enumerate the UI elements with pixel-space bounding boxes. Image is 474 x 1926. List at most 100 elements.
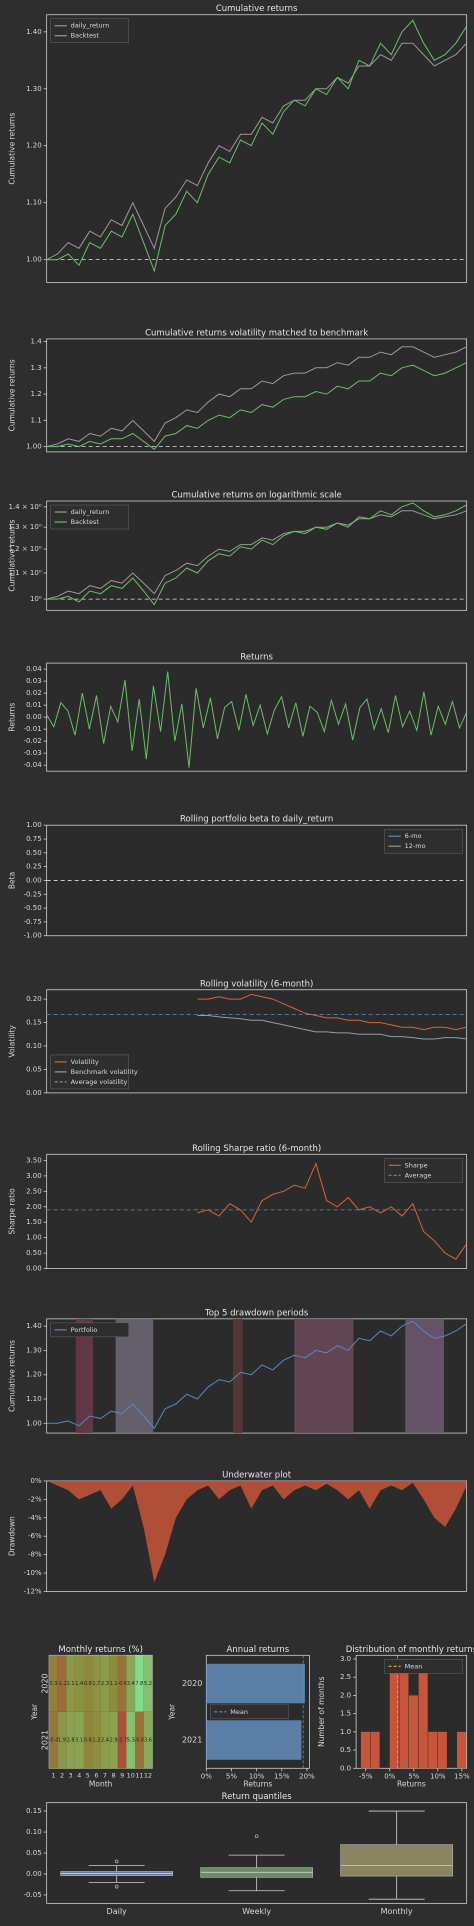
y-tick-label: 1.00 bbox=[26, 1234, 42, 1242]
y-axis-label: Sharpe ratio bbox=[8, 1188, 17, 1235]
heatmap-cell bbox=[109, 1655, 118, 1712]
y-tick-label: 3.0 bbox=[340, 1655, 351, 1663]
chart-title: Monthly returns (%) bbox=[58, 1645, 143, 1655]
x-tick-label: 0% bbox=[201, 1772, 212, 1780]
y-tick-label: 1.20 bbox=[26, 1371, 42, 1379]
x-tick-label: 11 bbox=[135, 1771, 143, 1779]
y-axis-label: Drawdown bbox=[8, 1516, 17, 1556]
heatmap-cell bbox=[126, 1655, 136, 1712]
y-tick-label: -10% bbox=[24, 1569, 42, 1577]
series-line bbox=[46, 42, 467, 261]
y-tick-label: 0.00 bbox=[26, 876, 42, 884]
y-tick-label: 2.00 bbox=[26, 1203, 42, 1211]
x-tick-label: 2 bbox=[60, 1771, 64, 1779]
y-tick-label: -0.50 bbox=[24, 904, 42, 912]
chart-title: Underwater plot bbox=[222, 1470, 292, 1480]
y-tick-label: 0.05 bbox=[26, 1065, 42, 1073]
legend-label: daily_return bbox=[71, 22, 110, 30]
y-tick-label: 1.00 bbox=[26, 443, 42, 451]
bar bbox=[206, 1663, 305, 1704]
y-tick-label: 0.00 bbox=[26, 1089, 42, 1097]
y-tick-label: 0.20 bbox=[26, 995, 42, 1003]
y-tick-label: -0.25 bbox=[24, 890, 42, 898]
y-tick-label: 2021 bbox=[182, 1736, 202, 1745]
y-tick-label: 1.4 × 10⁰ bbox=[8, 503, 41, 511]
y-tick-label: 1.3 bbox=[31, 364, 42, 372]
heatmap-cell bbox=[135, 1655, 144, 1712]
plot-frame bbox=[46, 338, 468, 453]
legend-label: Average volatility bbox=[71, 1078, 128, 1086]
legend-box bbox=[50, 1322, 129, 1338]
heatmap-cell bbox=[49, 1711, 58, 1769]
series-line bbox=[46, 346, 467, 448]
y-tick-label: -0.02 bbox=[24, 737, 42, 745]
heatmap-cell bbox=[57, 1655, 67, 1712]
y-tick-label: 0.03 bbox=[26, 677, 42, 685]
cell-label: 5.2 bbox=[144, 1681, 152, 1687]
chart-title: Rolling volatility (6-month) bbox=[200, 979, 313, 989]
heatmap-cell bbox=[74, 1655, 84, 1712]
x-tick-label: 0% bbox=[384, 1772, 395, 1780]
heatmap-cell bbox=[100, 1655, 110, 1712]
y-tick-label: 1.2 bbox=[31, 390, 42, 398]
y-tick-label: 1.1 × 10⁰ bbox=[8, 569, 41, 577]
cell-label: -0.4 bbox=[49, 1738, 59, 1744]
y-tick-label: 1.0 bbox=[340, 1728, 351, 1736]
legend-box bbox=[50, 18, 129, 43]
cell-label: 1.4 bbox=[75, 1681, 83, 1687]
x-tick-label: 6 bbox=[94, 1771, 98, 1779]
chart-title: Rolling portfolio beta to daily_return bbox=[180, 815, 333, 825]
y-axis-label: Cumulative returns bbox=[8, 112, 17, 184]
y-tick-label: -0.03 bbox=[24, 749, 42, 757]
hist-bar bbox=[437, 1731, 447, 1769]
x-tick-label: 15% bbox=[274, 1772, 290, 1780]
y-tick-label: 2021 bbox=[41, 1730, 50, 1750]
heatmap-cell bbox=[66, 1711, 75, 1769]
chart-title: Annual returns bbox=[227, 1645, 290, 1655]
y-tick-label: -0.05 bbox=[24, 1891, 42, 1899]
legend-label: Portfolio bbox=[71, 1326, 98, 1334]
y-tick-label: 0.00 bbox=[26, 1870, 42, 1878]
y-tick-label: 1.40 bbox=[26, 28, 42, 36]
y-axis-label: Cumulative returns bbox=[8, 359, 17, 431]
y-tick-label: -8% bbox=[28, 1551, 42, 1559]
cell-label: 3.4 bbox=[127, 1681, 135, 1687]
cell-label: 1.3 bbox=[92, 1738, 100, 1744]
cell-label: 3.1 bbox=[75, 1738, 83, 1744]
cell-label: 2.8 bbox=[67, 1738, 75, 1744]
y-tick-label: 0% bbox=[31, 1477, 42, 1485]
x-tick-label: Daily bbox=[107, 1907, 128, 1916]
y-tick-label: -0.75 bbox=[24, 918, 42, 926]
legend-label: Mean bbox=[230, 1708, 248, 1716]
y-tick-label: 0.01 bbox=[26, 701, 42, 709]
x-tick-label: 4 bbox=[77, 1771, 81, 1779]
heatmap-cell bbox=[83, 1711, 93, 1769]
cell-label: 1.9 bbox=[58, 1738, 66, 1744]
x-tick-label: Monthly bbox=[381, 1907, 413, 1916]
heatmap-cell bbox=[117, 1655, 127, 1712]
plot-frame bbox=[46, 662, 468, 772]
y-tick-label: -6% bbox=[28, 1532, 42, 1540]
y-tick-label: 3.00 bbox=[26, 1172, 42, 1180]
cell-label: -2.7 bbox=[117, 1738, 127, 1744]
legend-label: Volatility bbox=[71, 1058, 99, 1066]
y-axis-label: Cumulative returns bbox=[8, 520, 17, 592]
heatmap-cell bbox=[49, 1655, 58, 1712]
x-tick-label: 7 bbox=[103, 1771, 107, 1779]
x-tick-label: 12 bbox=[144, 1771, 152, 1779]
cell-label: 0.3 bbox=[49, 1681, 57, 1687]
cell-label: 2.3 bbox=[101, 1681, 109, 1687]
x-tick-label: 9 bbox=[120, 1771, 124, 1779]
x-tick-label: 10% bbox=[249, 1772, 265, 1780]
y-tick-label: 0.0 bbox=[340, 1764, 351, 1772]
y-tick-label: 1.10 bbox=[26, 199, 42, 207]
y-tick-label: 2.50 bbox=[26, 1187, 42, 1195]
box bbox=[340, 1844, 453, 1877]
y-tick-label: 1.00 bbox=[26, 256, 42, 264]
cell-label: 5.3 bbox=[127, 1738, 135, 1744]
x-tick-label: 10% bbox=[430, 1772, 446, 1780]
cell-label: 2.1 bbox=[67, 1681, 75, 1687]
legend-box bbox=[384, 1158, 463, 1183]
heatmap-cell bbox=[126, 1711, 136, 1769]
legend-box bbox=[210, 1704, 289, 1720]
